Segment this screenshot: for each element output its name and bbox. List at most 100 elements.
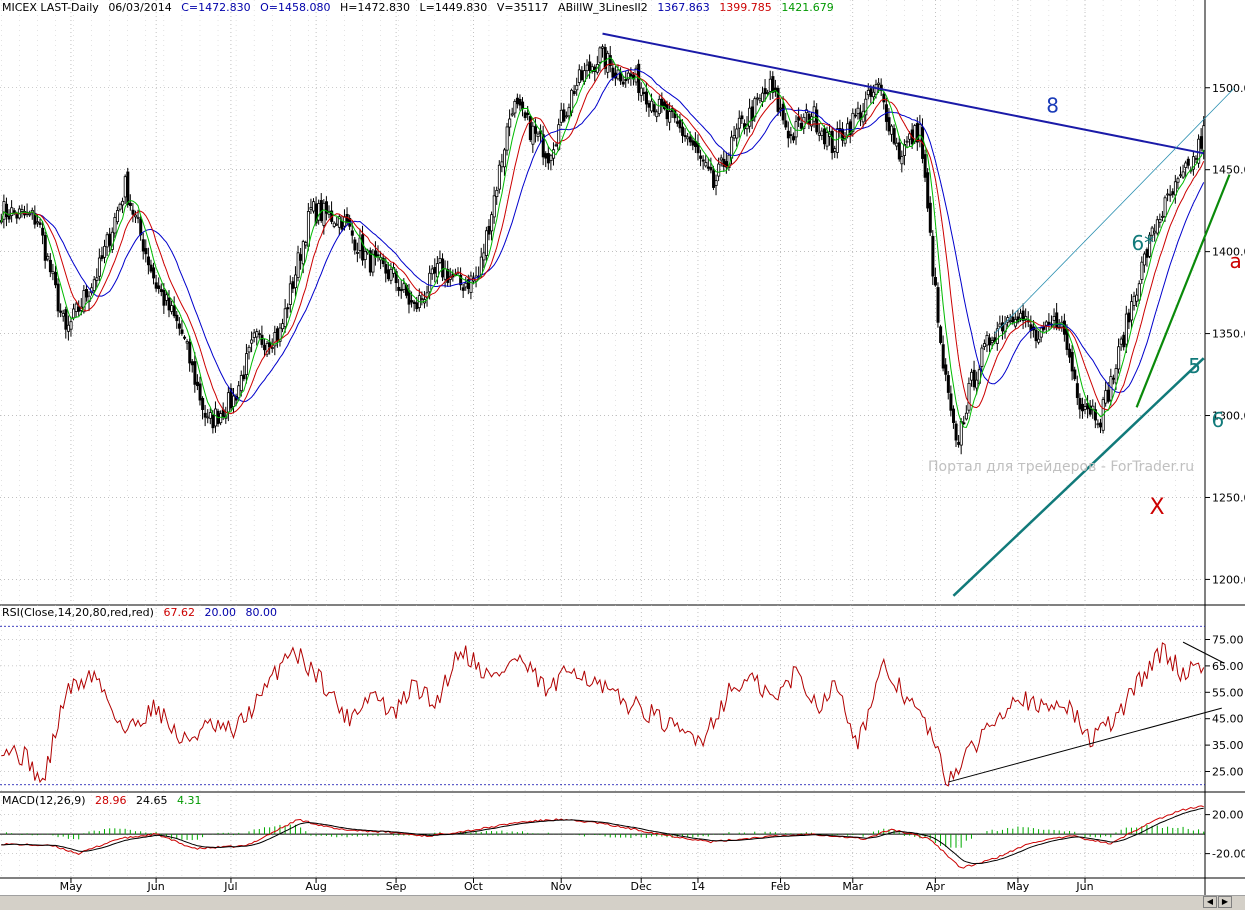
candle-body	[72, 308, 76, 319]
x-tick-label: Jun	[1075, 880, 1093, 893]
candle-body	[1114, 368, 1118, 384]
candle-body	[250, 339, 254, 344]
candle-body	[239, 375, 243, 392]
candle-body	[206, 416, 210, 419]
rsi-low-level: 20.00	[204, 606, 236, 619]
candle-body	[118, 203, 122, 210]
candle-body	[546, 153, 550, 164]
candle-body	[435, 263, 439, 278]
candle-body	[737, 117, 741, 129]
candle-body	[255, 331, 259, 338]
candle-body	[183, 336, 187, 339]
candle-body	[853, 114, 857, 117]
candle-body	[185, 341, 189, 344]
candle-body	[753, 98, 757, 118]
candle-body	[1099, 422, 1103, 428]
candle-body	[402, 283, 406, 290]
x-tick-label: May	[60, 880, 83, 893]
x-tick-label: Jul	[223, 880, 237, 893]
candle-body	[1111, 377, 1115, 380]
candle-body	[706, 166, 710, 169]
horizontal-scrollbar[interactable]	[0, 895, 1245, 910]
candle-body	[1068, 348, 1072, 358]
candle-body	[732, 135, 736, 139]
candle-body	[56, 283, 60, 312]
ma-green-line	[0, 57, 1205, 429]
candle-body	[864, 98, 868, 116]
candle-body	[699, 155, 703, 159]
scroll-right-button[interactable]: ▶	[1218, 896, 1232, 908]
candle-body	[61, 313, 65, 317]
candle-body	[975, 379, 979, 389]
x-tick-label: Nov	[550, 880, 572, 893]
candle-body	[110, 231, 114, 250]
candle-body	[639, 87, 643, 96]
candle-body	[644, 91, 648, 105]
candle-body	[283, 308, 287, 327]
candle-body	[957, 441, 961, 445]
candle-body	[443, 268, 447, 280]
volume-label: V=35117	[496, 1, 549, 14]
macd-tick-label: 20.00	[1212, 809, 1244, 822]
candle-body	[1019, 312, 1023, 319]
candle-body	[665, 104, 669, 120]
macd-signal-line	[1, 807, 1204, 865]
candle-body	[154, 282, 158, 289]
candle-body	[887, 117, 891, 132]
candle-body	[601, 46, 605, 49]
candle-body	[12, 210, 16, 214]
ma-blue-line	[0, 68, 1205, 403]
candle-body	[830, 130, 834, 154]
rsi-support-line	[948, 707, 1222, 783]
candle-body	[304, 242, 308, 246]
candle-body	[1008, 320, 1012, 323]
candle-body	[335, 223, 339, 226]
candle-body	[789, 134, 793, 136]
candle-body	[159, 289, 163, 293]
candle-body	[902, 144, 906, 156]
candle-body	[820, 130, 824, 136]
rsi-high-level: 80.00	[245, 606, 277, 619]
candle-body	[1044, 321, 1048, 326]
candle-body	[763, 88, 767, 95]
candle-body	[149, 264, 153, 272]
candle-body	[1078, 398, 1082, 410]
candle-body	[688, 136, 692, 143]
candle-body	[655, 111, 659, 118]
trendline-top-8	[602, 32, 1204, 155]
candle-body	[905, 140, 909, 143]
candle-body	[939, 326, 943, 343]
candle-body	[461, 287, 465, 291]
candle-body	[1142, 253, 1146, 266]
candle-body	[265, 343, 269, 355]
y-tick-label: 1300.0	[1212, 410, 1245, 423]
candle-body	[167, 297, 171, 311]
candle-body	[172, 305, 176, 317]
candle-body	[962, 422, 966, 425]
candle-body	[982, 343, 986, 348]
y-tick-label: 1350.0	[1212, 328, 1245, 341]
candle-body	[162, 289, 166, 306]
candle-body	[141, 239, 145, 252]
rsi-label: RSI(Close,14,20,80,red,red)	[2, 606, 154, 619]
x-tick-label: Feb	[771, 880, 790, 893]
candle-body	[1194, 158, 1198, 160]
candle-body	[294, 274, 298, 289]
candle-body	[139, 218, 143, 236]
candle-body	[1096, 423, 1100, 426]
candle-body	[105, 234, 109, 248]
candle-body	[10, 207, 14, 216]
candle-body	[131, 209, 135, 215]
high-label: H=1472.830	[339, 1, 410, 14]
candle-body	[786, 130, 790, 139]
candle-body	[87, 295, 91, 302]
candle-body	[675, 121, 679, 124]
candle-body	[642, 91, 646, 95]
candle-body	[59, 310, 63, 313]
candle-body	[82, 290, 86, 313]
scroll-left-button[interactable]: ◀	[1203, 896, 1217, 908]
wave-label-a: a	[1230, 249, 1242, 273]
candle-body	[1117, 346, 1121, 370]
macd-header: MACD(12,26,9) 28.96 24.65 4.31	[2, 794, 208, 807]
